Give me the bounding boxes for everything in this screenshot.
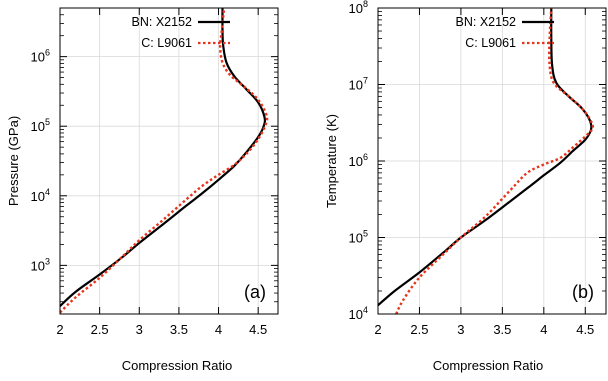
x-axis-label: Compression Ratio <box>433 358 544 373</box>
series-line-1 <box>59 7 267 307</box>
chart-panel-2: 2 2.5 3 3.5 4 4.5 104 105 106 107 108 BN: X2152 C: L… <box>324 0 607 373</box>
panel-label: (b) <box>572 282 594 302</box>
x-tick-label: 4.5 <box>249 322 267 337</box>
y-tick-label: 107 <box>349 76 368 93</box>
y-tick-label: 108 <box>349 0 368 16</box>
x-tick-label: 2.5 <box>410 322 428 337</box>
y-tick-label: 104 <box>349 305 368 322</box>
x-tick-label: 4.5 <box>576 322 594 337</box>
x-tick-label: 3 <box>457 322 464 337</box>
x-tick-label: 4 <box>540 322 547 337</box>
panel-label: (a) <box>244 282 266 302</box>
y-tick-label: 106 <box>31 48 50 65</box>
x-tick-label: 2.5 <box>91 322 109 337</box>
legend-label: C: L9061 <box>141 36 192 50</box>
x-tick-label: 2 <box>56 322 63 337</box>
y-tick-label: 103 <box>31 256 50 273</box>
legend-label: BN: X2152 <box>132 15 193 29</box>
x-tick-label: 4 <box>215 322 222 337</box>
y-axis-label: Temperature (K) <box>324 114 339 208</box>
x-axis-label: Compression Ratio <box>122 358 233 373</box>
x-tick-label: 2 <box>374 322 381 337</box>
y-tick-label: 104 <box>31 187 50 204</box>
plot-frame <box>377 7 607 315</box>
legend-label: C: L9061 <box>465 36 516 50</box>
legend-label: BN: X2152 <box>456 15 517 29</box>
x-tick-label: 3 <box>136 322 143 337</box>
chart-panel-1: 2 2.5 3 3.5 4 4.5 103 104 105 106 BN: X2152 C: L906… <box>6 7 279 373</box>
x-tick-label: 3.5 <box>170 322 188 337</box>
x-tick-label: 3.5 <box>493 322 511 337</box>
y-tick-label: 106 <box>349 152 368 169</box>
plot-frame <box>59 7 279 315</box>
y-axis-label: Pressure (GPa) <box>6 116 21 206</box>
series-line-2 <box>59 7 269 314</box>
series-line-2 <box>395 7 595 315</box>
series-line-1 <box>377 7 593 307</box>
y-tick-label: 105 <box>349 229 368 246</box>
y-tick-label: 105 <box>31 117 50 134</box>
